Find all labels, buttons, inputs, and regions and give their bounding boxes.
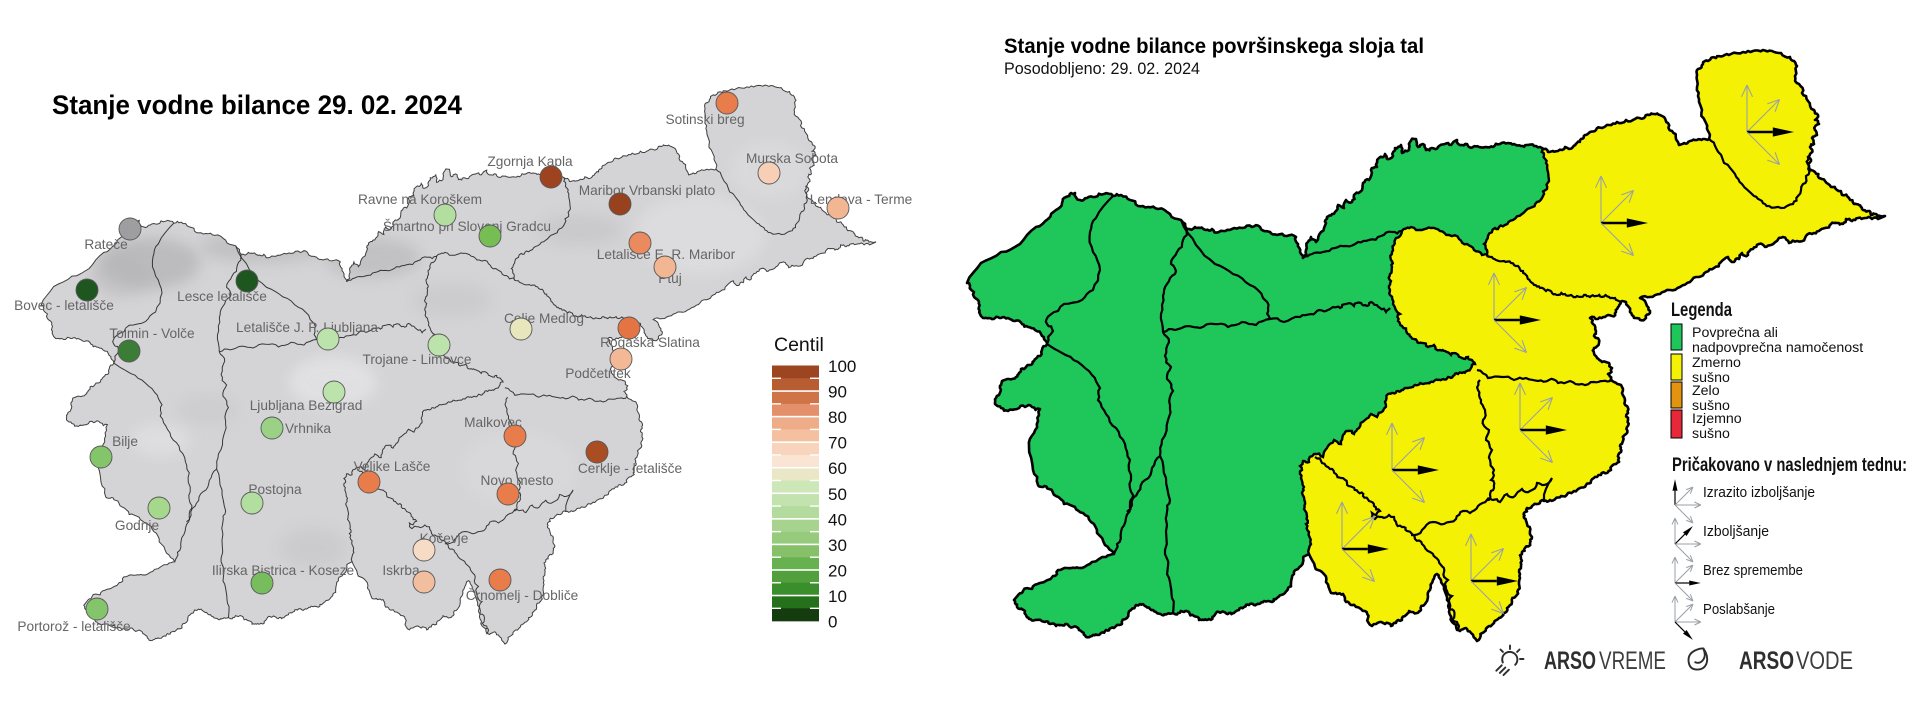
svg-text:Poslabšanje: Poslabšanje [1703, 601, 1775, 618]
svg-text:Godnje: Godnje [115, 518, 159, 533]
svg-text:Centil: Centil [774, 334, 824, 356]
svg-text:Ravne na Koroškem: Ravne na Koroškem [358, 192, 482, 207]
svg-text:Postojna: Postojna [248, 482, 302, 497]
svg-text:Posodobljeno: 29. 02. 2024: Posodobljeno: 29. 02. 2024 [1004, 59, 1200, 78]
svg-text:Rogaška Slatina: Rogaška Slatina [600, 335, 700, 350]
svg-text:Trojane - Limovce: Trojane - Limovce [362, 352, 471, 367]
svg-text:60: 60 [828, 459, 847, 478]
svg-text:70: 70 [828, 434, 847, 453]
svg-text:ARSO: ARSO [1544, 647, 1596, 675]
svg-text:Zgornja Kapla: Zgornja Kapla [487, 154, 573, 169]
svg-text:Lendava - Terme: Lendava - Terme [810, 192, 912, 207]
svg-text:Črnomelj - Dobliče: Črnomelj - Dobliče [466, 588, 579, 603]
svg-text:Zmerno: Zmerno [1692, 355, 1741, 371]
svg-text:Letališče J. P. Ljubljana: Letališče J. P. Ljubljana [236, 320, 378, 335]
svg-text:Maribor Vrbanski plato: Maribor Vrbanski plato [579, 183, 716, 198]
svg-text:Brez spremembe: Brez spremembe [1703, 562, 1803, 579]
svg-text:VREME: VREME [1599, 647, 1666, 675]
svg-text:Bovec - letališče: Bovec - letališče [14, 298, 114, 313]
svg-text:nadpovprečna namočenost: nadpovprečna namočenost [1692, 340, 1863, 356]
svg-text:Rateče: Rateče [84, 237, 127, 252]
svg-text:Povprečna ali: Povprečna ali [1692, 325, 1778, 341]
svg-text:Lesce letališče: Lesce letališče [177, 289, 267, 304]
svg-text:Malkovec: Malkovec [464, 415, 522, 430]
svg-text:100: 100 [828, 357, 856, 376]
svg-text:Stanje vodne bilance 29. 02. 2: Stanje vodne bilance 29. 02. 2024 [52, 90, 462, 120]
svg-text:ARSO: ARSO [1739, 647, 1794, 675]
svg-text:Cerklje - letališče: Cerklje - letališče [578, 461, 682, 476]
svg-text:Portorož - letališče: Portorož - letališče [17, 619, 130, 634]
svg-text:Iskrba: Iskrba [382, 563, 420, 578]
svg-text:Novo mesto: Novo mesto [480, 473, 553, 488]
svg-text:Šmartno pri Slovenj Gradcu: Šmartno pri Slovenj Gradcu [383, 219, 551, 234]
svg-text:10: 10 [828, 587, 847, 606]
svg-text:Izjemno: Izjemno [1692, 411, 1742, 427]
svg-text:Vrhnika: Vrhnika [285, 421, 331, 436]
svg-text:sušno: sušno [1692, 370, 1730, 386]
svg-text:sušno: sušno [1692, 398, 1730, 414]
svg-text:90: 90 [828, 383, 847, 402]
svg-text:Velike Lašče: Velike Lašče [354, 459, 431, 474]
svg-text:Podčetrtek: Podčetrtek [565, 366, 631, 381]
svg-text:40: 40 [828, 510, 847, 529]
svg-text:Zelo: Zelo [1692, 383, 1720, 399]
svg-text:20: 20 [828, 562, 847, 581]
svg-text:Letališče E. R. Maribor: Letališče E. R. Maribor [597, 247, 736, 262]
svg-text:30: 30 [828, 536, 847, 555]
svg-text:Ilirska Bistrica - Koseze: Ilirska Bistrica - Koseze [212, 563, 354, 578]
svg-text:sušno: sušno [1692, 426, 1730, 442]
svg-text:Murska Sobota: Murska Sobota [746, 151, 838, 166]
svg-text:0: 0 [828, 613, 837, 632]
svg-text:Tolmin - Volče: Tolmin - Volče [109, 326, 194, 341]
svg-text:Izrazito izboljšanje: Izrazito izboljšanje [1703, 484, 1815, 501]
svg-text:Sotinski breg: Sotinski breg [665, 112, 744, 127]
svg-text:Pričakovano v naslednjem tednu: Pričakovano v naslednjem tednu: [1672, 455, 1907, 476]
svg-text:Stanje vodne bilance površinsk: Stanje vodne bilance površinskega sloja … [1004, 34, 1424, 58]
svg-text:Bilje: Bilje [112, 434, 138, 449]
svg-text:80: 80 [828, 408, 847, 427]
svg-text:Legenda: Legenda [1671, 300, 1732, 321]
svg-text:50: 50 [828, 485, 847, 504]
svg-text:Izboljšanje: Izboljšanje [1703, 523, 1769, 540]
svg-text:VODE: VODE [1796, 647, 1853, 675]
svg-text:Ljubljana Bežigrad: Ljubljana Bežigrad [250, 398, 363, 413]
